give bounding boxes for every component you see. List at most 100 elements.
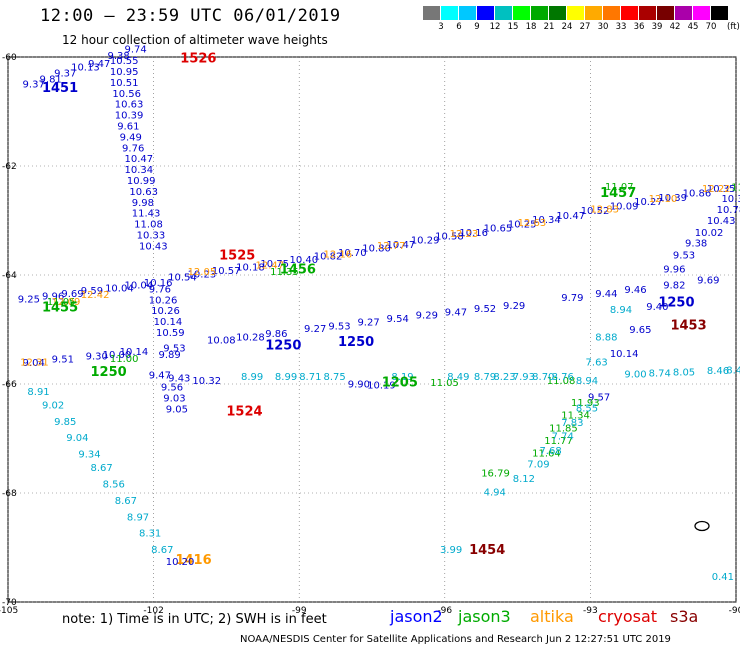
swh-value-label: 10.43 xyxy=(707,216,736,227)
swh-value-label: 9.54 xyxy=(387,314,409,325)
credit-line: NOAA/NESDIS Center for Satellite Applica… xyxy=(240,634,671,645)
swh-value-label: 8.75 xyxy=(323,372,345,383)
swh-value-label: 11.05 xyxy=(47,297,76,308)
swh-value-label: 9.69 xyxy=(61,289,83,300)
swh-value-label: 10.55 xyxy=(110,56,139,67)
scale-swatch xyxy=(657,6,675,20)
swh-value-label: 8.74 xyxy=(649,368,671,379)
swh-value-label: 8.46 xyxy=(707,366,729,377)
swh-value-label: 9.47 xyxy=(88,59,110,70)
swh-value-label: 10.34 xyxy=(124,165,153,176)
swh-value-label: 8.94 xyxy=(610,305,632,316)
pass-time-label: 1250 xyxy=(338,335,374,350)
y-tick-label: -70 xyxy=(2,598,17,608)
scale-label: 21 xyxy=(543,22,555,32)
swh-value-label: 10.27 xyxy=(634,197,663,208)
swh-value-label: 10.82 xyxy=(314,252,343,263)
scale-label: 12 xyxy=(489,22,501,32)
swh-value-label: 8.70 xyxy=(532,372,554,383)
swh-value-label: 8.71 xyxy=(299,372,321,383)
swh-value-label: 8.99 xyxy=(275,372,297,383)
swh-value-label: 12.83 xyxy=(590,204,619,215)
scale-label: 15 xyxy=(507,22,519,32)
y-tick-label: -64 xyxy=(2,271,17,281)
swh-value-label: 10.16 xyxy=(144,278,173,289)
swh-value-label: 10.63 xyxy=(115,100,144,111)
x-tick-label: -96 xyxy=(437,606,452,616)
swh-value-label: 9.38 xyxy=(685,239,707,250)
swh-value-label: 7.83 xyxy=(561,418,583,429)
swh-value-label: 11.34 xyxy=(561,410,590,421)
y-tick-label: -66 xyxy=(2,380,17,390)
swh-value-label: 8.79 xyxy=(474,372,496,383)
swh-value-label: 9.30 xyxy=(86,351,108,362)
swh-value-label: 10.78 xyxy=(717,205,740,216)
scale-swatch xyxy=(495,6,513,20)
swh-value-label: 12.05 xyxy=(188,267,217,278)
swh-value-label: 10.29 xyxy=(411,235,440,246)
scale-swatch xyxy=(585,6,603,20)
legend-item-s3a: s3a xyxy=(670,607,699,626)
swh-value-label: 11.08 xyxy=(134,220,163,231)
scale-swatch xyxy=(477,6,495,20)
swh-value-label: 3.99 xyxy=(440,545,462,556)
swh-value-label: 9.02 xyxy=(42,401,64,412)
swh-value-label: 10.39 xyxy=(115,111,144,122)
scale-swatch xyxy=(621,6,639,20)
swh-value-label: 10.95 xyxy=(110,67,139,78)
swh-value-label: 8.19 xyxy=(391,372,413,383)
swh-value-label: 11.07 xyxy=(605,182,634,193)
swh-value-label: 16.79 xyxy=(481,469,510,480)
scale-swatch xyxy=(441,6,459,20)
swh-value-label: 10.32 xyxy=(192,376,221,387)
swh-value-label: 8.23 xyxy=(493,372,515,383)
swh-value-label: 10.00 xyxy=(103,350,132,361)
swh-value-label: 9.57 xyxy=(588,392,610,403)
swh-value-label: 8.67 xyxy=(151,545,173,556)
pass-time-label: 1451 xyxy=(42,81,78,96)
swh-value-label: 10.02 xyxy=(695,228,724,239)
swh-value-label: 12.47 xyxy=(256,260,285,271)
swh-value-label: 10.47 xyxy=(124,154,153,165)
swh-value-label: 10.18 xyxy=(236,263,265,274)
swh-value-label: 10.99 xyxy=(127,176,156,187)
pass-time-label: 1457 xyxy=(600,186,636,201)
swh-value-label: 7.93 xyxy=(513,372,535,383)
y-tick-label: -62 xyxy=(2,162,17,172)
footnote: note: 1) Time is in UTC; 2) SWH is in fe… xyxy=(62,612,327,627)
swh-value-label: 9.37 xyxy=(54,69,76,80)
scale-swatch xyxy=(531,6,549,20)
swh-value-label: 10.59 xyxy=(156,328,185,339)
scale-swatch xyxy=(693,6,711,20)
swh-value-label: 8.56 xyxy=(103,480,125,491)
swh-value-label: 10.34 xyxy=(532,215,561,226)
swh-value-label: 9.69 xyxy=(697,276,719,287)
page-subtitle: 12 hour collection of altimeter wave hei… xyxy=(62,33,328,47)
swh-value-label: 9.00 xyxy=(624,369,646,380)
y-tick-label: -68 xyxy=(2,489,17,499)
swh-value-label: 11.93 xyxy=(571,398,600,409)
pass-time-label: 1524 xyxy=(226,405,262,420)
swh-value-label: 9.47 xyxy=(445,307,467,318)
x-tick-label: -93 xyxy=(583,606,598,616)
island-outline xyxy=(694,520,710,532)
swh-value-label: 10.20 xyxy=(166,557,195,568)
swh-value-label: 9.79 xyxy=(561,293,583,304)
swh-value-label: 8.94 xyxy=(576,376,598,387)
swh-value-label: 12.77 xyxy=(377,241,406,252)
swh-value-label: 9.82 xyxy=(663,281,685,292)
scale-swatch xyxy=(549,6,567,20)
swh-value-label: 11.20 xyxy=(731,183,740,194)
swh-value-label: 11.08 xyxy=(547,376,576,387)
swh-value-label: 10.57 xyxy=(212,266,241,277)
scale-swatch xyxy=(639,6,657,20)
swh-value-label: 7.63 xyxy=(586,357,608,368)
swh-value-label: 12.22 xyxy=(702,184,731,195)
legend-item-altika: altika xyxy=(530,607,574,626)
swh-value-label: 8.55 xyxy=(576,403,598,414)
swh-value-label: 10.75 xyxy=(260,259,289,270)
pass-time-label: 1456 xyxy=(280,262,316,277)
scale-swatch xyxy=(459,6,477,20)
scale-label: 27 xyxy=(579,22,591,32)
